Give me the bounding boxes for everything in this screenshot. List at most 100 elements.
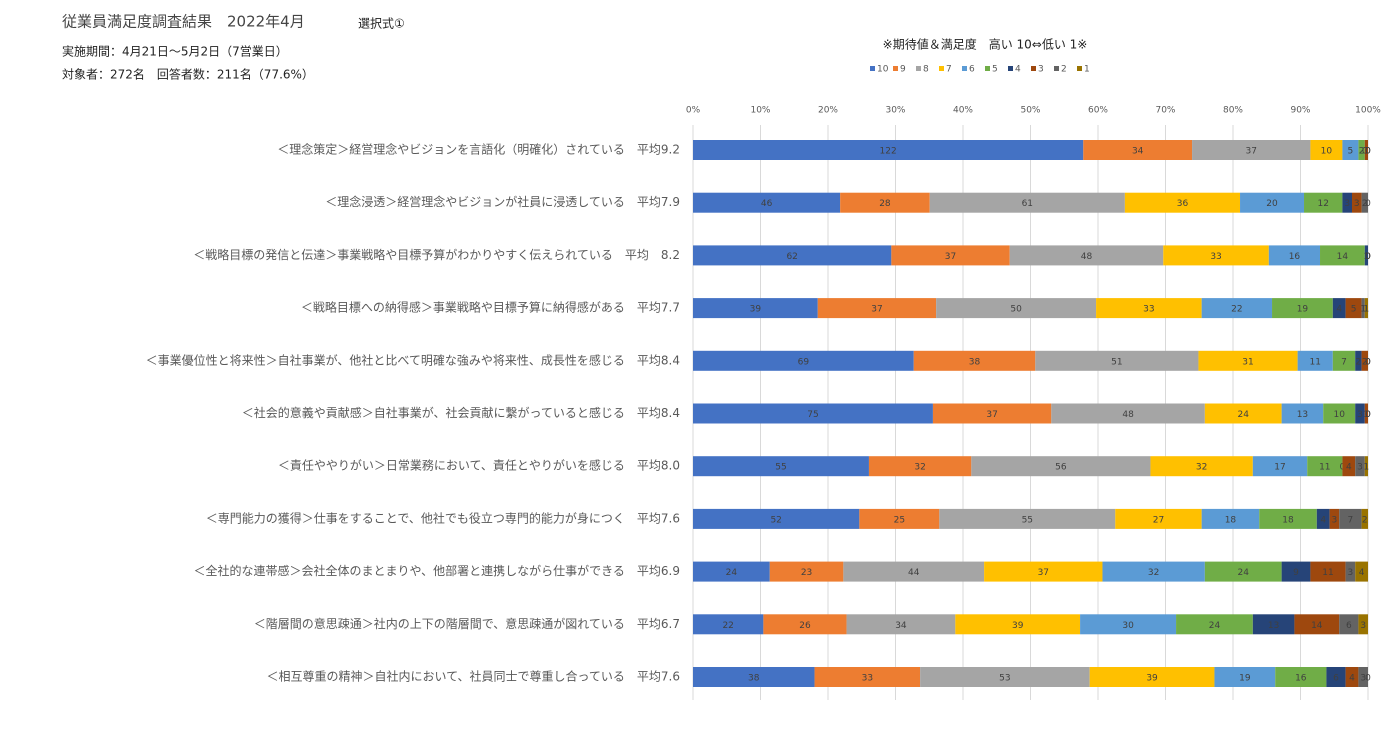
category-label: ＜戦略目標の発信と伝達＞事業戦略や目標予算がわかりやすく伝えられている 平均 8…: [193, 247, 680, 262]
bar-segment: [1080, 614, 1177, 635]
x-tick-label: 0%: [686, 106, 701, 116]
bar-segment: [693, 667, 815, 687]
value-label: 61: [1022, 199, 1033, 209]
value-label: 10: [1321, 147, 1333, 157]
value-label: 38: [748, 674, 760, 684]
value-label: 24: [726, 568, 738, 578]
bar-segment: [1150, 456, 1253, 477]
x-tick-label: 100%: [1355, 106, 1381, 116]
bar-segment: [1035, 350, 1199, 371]
bar-segment: [859, 508, 940, 529]
legend-label: 8: [923, 65, 929, 75]
bar-segment: [1332, 350, 1356, 371]
value-label: 18: [1282, 515, 1294, 525]
value-label: 55: [775, 463, 786, 473]
value-label: 24: [1209, 621, 1221, 631]
bar-segment: [693, 350, 914, 371]
value-label: 18: [1225, 515, 1237, 525]
value-label: 4: [1320, 515, 1326, 525]
bar-segment: [1009, 245, 1164, 266]
value-label: 53: [999, 674, 1010, 684]
value-label: 2: [1362, 357, 1368, 367]
bar-segment: [1352, 192, 1362, 213]
legend-label: 7: [946, 65, 952, 75]
value-label: 25: [894, 515, 905, 525]
bar-segment: [939, 508, 1116, 529]
x-tick-label: 60%: [1088, 106, 1108, 116]
bar-segment: [1275, 667, 1327, 687]
bar-segment: [769, 561, 844, 582]
value-label: 48: [1122, 410, 1134, 420]
value-label: 14: [1337, 252, 1349, 262]
bar-segment: [1176, 614, 1253, 635]
x-tick-label: 70%: [1155, 106, 1175, 116]
value-label: 33: [1143, 305, 1154, 315]
value-label: 1: [1364, 252, 1370, 262]
bar-segment: [1364, 403, 1368, 424]
bar-segment: [1364, 298, 1368, 319]
category-label: ＜理念浸透＞経営理念やビジョンが社員に浸透している 平均7.9: [325, 194, 680, 209]
bar-segment: [1115, 508, 1202, 529]
bar-segment: [971, 456, 1151, 477]
value-label: 34: [1132, 147, 1144, 157]
value-label: 1: [1360, 305, 1366, 315]
value-label: 9: [1293, 568, 1299, 578]
bar-segment: [1332, 298, 1346, 319]
value-label: 16: [1295, 674, 1307, 684]
bar-segment: [693, 245, 892, 266]
value-label: 13: [1297, 410, 1308, 420]
x-tick-label: 30%: [885, 106, 905, 116]
value-label: 0: [1365, 357, 1371, 367]
bar-segment: [1339, 508, 1362, 529]
category-label: ＜社会的意義や貢献感＞自社事業が、社会貢献に繋がっていると感じる 平均8.4: [242, 405, 680, 420]
value-label: 28: [879, 199, 891, 209]
bar-segment: [1240, 192, 1305, 213]
value-label: 33: [1210, 252, 1221, 262]
bar-segment: [929, 192, 1125, 213]
value-label: 37: [1246, 147, 1257, 157]
legend-label: 9: [900, 65, 906, 75]
bar-segment: [1201, 508, 1260, 529]
bar-segment: [1358, 667, 1368, 687]
value-label: 3: [1344, 199, 1350, 209]
value-label: 51: [1111, 357, 1122, 367]
bar-segment: [1364, 456, 1368, 477]
value-label: 52: [770, 515, 781, 525]
value-label: 4: [1349, 674, 1355, 684]
bar-segment: [1102, 561, 1205, 582]
value-label: 0: [1365, 199, 1371, 209]
bar-segment: [1355, 561, 1368, 582]
bar-segment: [1329, 508, 1340, 529]
value-label: 20: [1266, 199, 1278, 209]
value-label: 31: [1242, 357, 1253, 367]
value-label: 7: [1348, 515, 1354, 525]
bar-segment: [955, 614, 1081, 635]
bar-segment: [1323, 403, 1356, 424]
value-label: 3: [1357, 410, 1363, 420]
bar-segment: [1345, 298, 1362, 319]
value-label: 6: [1346, 621, 1352, 631]
value-label: 26: [799, 621, 811, 631]
value-label: 34: [895, 621, 907, 631]
bar-segment: [1304, 192, 1343, 213]
legend-swatch: [1054, 66, 1059, 71]
value-label: 75: [807, 410, 818, 420]
bar-segment: [693, 140, 1084, 160]
bar-segment: [693, 298, 818, 319]
value-label: 39: [1146, 674, 1158, 684]
value-label: 13: [1268, 621, 1279, 631]
value-label: 2: [1362, 199, 1368, 209]
bar-segment: [1252, 456, 1308, 477]
value-label: 3: [1332, 515, 1338, 525]
category-label: ＜相互尊重の精神＞自社内において、社員同士で尊重し合っている 平均7.6: [266, 669, 680, 684]
value-label: 32: [1196, 463, 1207, 473]
value-label: 0: [1365, 147, 1371, 157]
bar-segment: [693, 508, 860, 529]
legend-label: 2: [1061, 65, 1067, 75]
bar-segment: [1358, 140, 1365, 160]
value-label: 11: [1319, 463, 1330, 473]
bar-segment: [1307, 456, 1343, 477]
x-tick-label: 40%: [953, 106, 973, 116]
bar-segment: [693, 561, 770, 582]
